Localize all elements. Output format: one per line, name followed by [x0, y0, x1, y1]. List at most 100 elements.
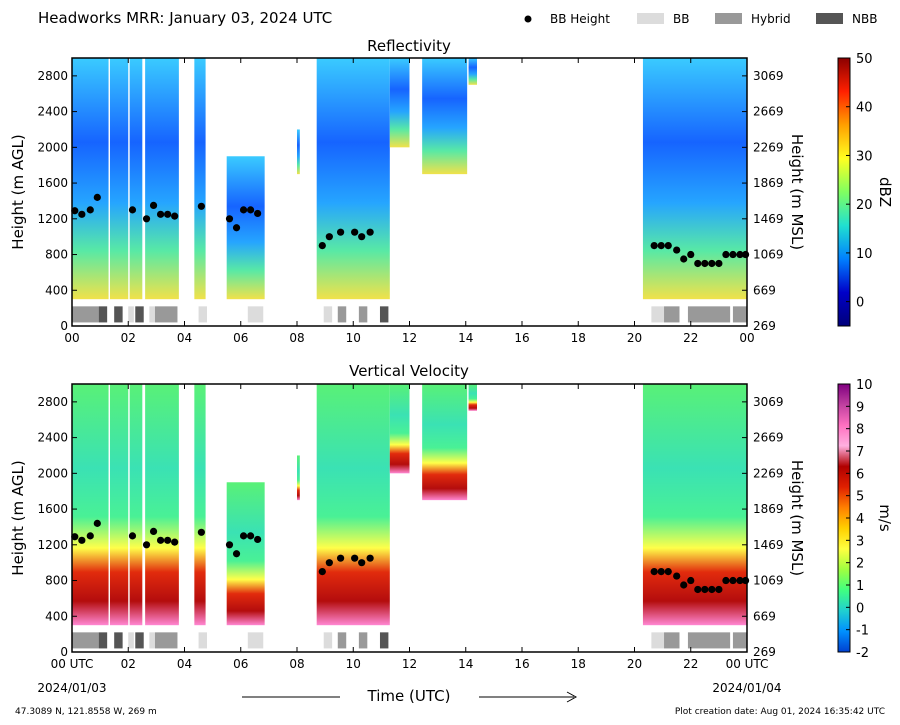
x-tick-label-9: 18: [571, 657, 586, 671]
bb-height-point-31: [715, 585, 723, 594]
colorbar-tick-label-11: -1: [856, 624, 869, 639]
bb-height-point-30: [708, 585, 716, 594]
colorbar-tick-label-2: 30: [856, 149, 873, 164]
x-tick-label-2: 04: [177, 331, 192, 345]
bb-type-segment-11: [358, 632, 368, 649]
date-start-label: 2024/01/03: [37, 681, 106, 695]
bb-type-segment-7: [198, 632, 207, 649]
bb-type-segment-2: [114, 306, 123, 323]
y2-tick-label-0: 269: [753, 645, 776, 659]
y-tick-label-0: 0: [60, 645, 68, 659]
bb-type-segment-10: [337, 306, 347, 323]
echo-region-4: [194, 58, 206, 300]
y2-tick-label-7: 3069: [753, 395, 784, 409]
y2-tick-label-4: 1869: [753, 502, 784, 516]
echo-region-8: [389, 58, 410, 148]
bb-height-point-27: [687, 250, 695, 259]
bb-height-point-22: [650, 242, 658, 250]
echo-region-7: [316, 58, 390, 300]
y2-tick-label-2: 1069: [753, 248, 784, 262]
y2-tick-label-1: 669: [753, 283, 776, 297]
bb-height-point-13: [239, 532, 248, 540]
bb-height-point-14: [246, 532, 255, 540]
bb-height-point-31: [715, 259, 723, 268]
bb-height-point-1: [78, 210, 86, 218]
bb-height-point-25: [673, 572, 681, 580]
echo-region-9: [422, 384, 468, 501]
figure-title: Headworks MRR: January 03, 2024 UTC: [38, 9, 332, 27]
bb-height-point-26: [680, 255, 688, 263]
bb-height-point-10: [197, 202, 205, 210]
bb-type-segment-5: [149, 306, 155, 323]
legend-bb-swatch: [637, 13, 664, 24]
bb-height-point-4: [128, 206, 137, 214]
y-tick-label-4: 1600: [37, 176, 68, 190]
legend-bb-height-marker: [524, 15, 532, 23]
bb-height-point-2: [86, 532, 94, 540]
bb-type-segment-6: [154, 306, 178, 323]
legend-bb-label: BB: [673, 12, 689, 26]
bb-height-point-6: [149, 527, 158, 536]
echo-region-10: [468, 384, 477, 411]
y-tick-label-6: 2400: [37, 431, 68, 445]
bb-height-point-22: [650, 568, 658, 576]
bb-height-point-9: [171, 212, 179, 220]
colorbar-tick-label-3: 7: [856, 445, 864, 460]
bb-height-point-18: [336, 228, 345, 236]
velocity-panel: Vertical Velocity 00 UTC 02 04 06 08 10 12 14 16…: [9, 362, 894, 671]
bb-type-segment-8: [247, 632, 264, 649]
bb-height-point-24: [664, 242, 672, 250]
bb-height-point-30: [708, 259, 716, 268]
colorbar-tick-label-6: 4: [856, 512, 864, 527]
x-tick-label-3: 06: [233, 657, 248, 671]
bb-height-point-1: [78, 536, 86, 544]
bb-height-point-34: [736, 576, 744, 585]
y-tick-label-1: 400: [45, 283, 68, 297]
bb-height-point-5: [142, 215, 151, 223]
y-tick-label-3: 1200: [37, 212, 68, 226]
echo-region-1: [109, 58, 129, 300]
bb-height-point-7: [156, 536, 165, 544]
reflectivity-title: Reflectivity: [367, 37, 451, 55]
reflectivity-colorbar-label: dBZ: [876, 177, 894, 207]
bb-type-segment-16: [732, 306, 747, 323]
bb-height-point-29: [701, 585, 709, 594]
reflectivity-colorbar: 50 40 30 20 10 0: [837, 52, 873, 327]
echo-region-9: [422, 58, 468, 175]
echo-region-2: [129, 58, 143, 300]
bb-type-segment-12: [379, 632, 389, 649]
y2-tick-label-1: 669: [753, 609, 776, 623]
bb-height-point-32: [722, 250, 730, 259]
y2-tick-label-4: 1869: [753, 176, 784, 190]
x-tick-label-9: 18: [571, 331, 586, 345]
x-tick-label-12: 00 UTC: [726, 657, 769, 671]
x-tick-label-3: 06: [233, 331, 248, 345]
bb-height-point-18: [336, 554, 345, 562]
echo-region-5: [226, 482, 265, 626]
y2-tick-label-6: 2669: [753, 105, 784, 119]
bb-height-point-14: [246, 206, 255, 214]
echo-region-1: [109, 384, 129, 626]
x-tick-label-11: 22: [683, 331, 698, 345]
bb-type-segment-1: [98, 632, 108, 649]
bb-type-segment-3: [128, 632, 134, 649]
colorbar-tick-label-0: 50: [856, 52, 873, 67]
echo-region-8: [389, 384, 410, 474]
bb-height-point-33: [729, 576, 737, 585]
bb-height-point-0: [71, 207, 79, 215]
bb-type-segment-13: [651, 632, 665, 649]
bb-type-segment-4: [135, 306, 144, 323]
bb-height-point-25: [673, 246, 681, 254]
bb-type-segment-10: [337, 632, 347, 649]
reflectivity-data: [71, 58, 750, 323]
colorbar-tick-label-1: 40: [856, 101, 873, 116]
x-tick-label-0: 00 UTC: [51, 657, 94, 671]
bb-height-point-15: [254, 209, 262, 218]
bb-height-point-5: [142, 541, 151, 549]
y-tick-label-6: 2400: [37, 105, 68, 119]
x-tick-label-4: 08: [289, 331, 304, 345]
bb-type-segment-2: [114, 632, 123, 649]
legend-hybrid-label: Hybrid: [751, 12, 791, 26]
bb-type-segment-9: [323, 306, 333, 323]
